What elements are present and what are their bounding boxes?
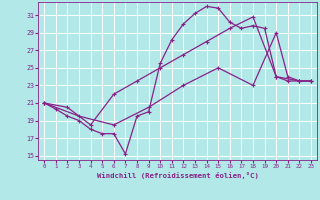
- X-axis label: Windchill (Refroidissement éolien,°C): Windchill (Refroidissement éolien,°C): [97, 172, 259, 179]
